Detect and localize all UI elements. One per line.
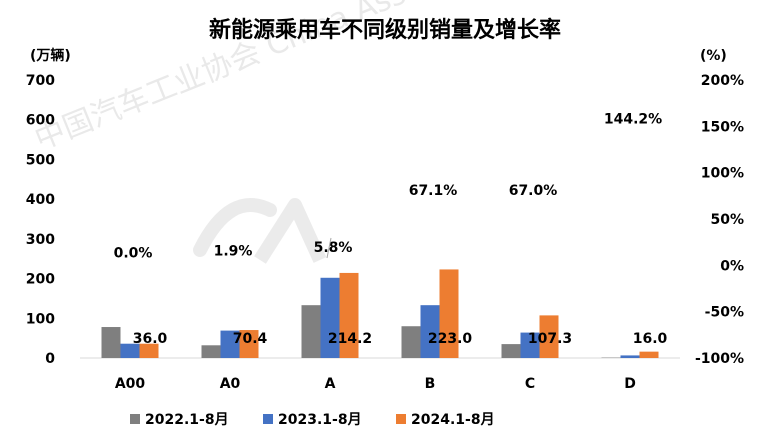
bar xyxy=(120,343,140,358)
growth-label: 67.1% xyxy=(409,183,458,199)
left-axis-ticks: 0 100 200 300 400 500 600 700 xyxy=(26,73,55,367)
left-tick-label: 500 xyxy=(26,152,55,168)
legend-label: 2022.1-8月 xyxy=(145,412,229,428)
growth-label: 5.8% xyxy=(314,240,353,256)
chart-title: 新能源乘用车不同级别销量及增长率 xyxy=(209,17,561,43)
data-label: 16.0 xyxy=(633,331,668,347)
left-axis-unit: (万辆) xyxy=(30,47,71,64)
legend-label: 2024.1-8月 xyxy=(411,412,495,428)
data-label: 70.4 xyxy=(233,331,268,347)
left-tick-label: 400 xyxy=(26,192,55,208)
left-tick-label: 300 xyxy=(26,232,55,248)
bar xyxy=(220,330,240,358)
bar xyxy=(539,315,559,358)
bar xyxy=(320,277,340,358)
left-tick-label: 200 xyxy=(26,272,55,288)
right-tick-label: 150% xyxy=(701,119,744,135)
legend-label: 2023.1-8月 xyxy=(278,412,362,428)
right-axis-unit: (%) xyxy=(700,48,727,64)
bar xyxy=(520,332,540,358)
right-axis-ticks: -100% -50% 0% 50% 100% 150% 200% xyxy=(695,73,744,367)
bars xyxy=(101,269,659,358)
left-tick-label: 100 xyxy=(26,311,55,327)
right-tick-label: 50% xyxy=(710,212,744,228)
data-label: 223.0 xyxy=(428,331,473,347)
bar xyxy=(201,345,221,358)
growth-label: 0.0% xyxy=(114,245,153,261)
category-label: C xyxy=(525,376,535,392)
bar xyxy=(339,272,359,358)
growth-label: 67.0% xyxy=(509,183,558,199)
bar xyxy=(301,305,321,358)
category-label: D xyxy=(624,376,636,392)
watermark-logo xyxy=(193,198,327,264)
legend-swatch xyxy=(263,414,273,424)
growth-label: 144.2% xyxy=(604,112,662,128)
right-tick-label: 200% xyxy=(701,73,744,89)
category-label: A xyxy=(325,376,336,392)
growth-label: 1.9% xyxy=(214,244,253,260)
bar xyxy=(639,351,659,358)
bar xyxy=(239,330,259,358)
right-tick-label: -50% xyxy=(705,305,744,321)
data-label: 107.3 xyxy=(528,331,572,347)
leader-line xyxy=(326,237,332,259)
legend-swatch xyxy=(130,414,140,424)
left-tick-label: 700 xyxy=(26,73,55,89)
bar xyxy=(501,344,521,358)
category-labels: A00 A0 A B C D xyxy=(115,376,636,392)
data-labels: 36.0 70.4 214.2 223.0 107.3 16.0 xyxy=(133,331,668,347)
category-label: A0 xyxy=(220,376,241,392)
bar xyxy=(401,326,421,358)
bar xyxy=(139,343,159,358)
left-tick-label: 0 xyxy=(45,351,55,367)
category-label: A00 xyxy=(115,376,146,392)
bar xyxy=(420,305,440,358)
right-tick-label: -100% xyxy=(695,351,744,367)
legend-swatch xyxy=(396,414,406,424)
left-tick-label: 600 xyxy=(26,113,55,129)
legend: 2022.1-8月 2023.1-8月 2024.1-8月 xyxy=(130,412,495,428)
data-label: 214.2 xyxy=(328,331,372,347)
right-tick-label: 0% xyxy=(720,258,744,274)
data-label: 36.0 xyxy=(133,331,168,347)
bar xyxy=(439,269,459,358)
growth-labels: 0.0% 1.9% 5.8% 67.1% 67.0% 144.2% xyxy=(114,112,663,262)
right-tick-label: 100% xyxy=(701,166,744,182)
category-label: B xyxy=(425,376,436,392)
bar xyxy=(620,355,640,358)
bar xyxy=(101,327,121,358)
